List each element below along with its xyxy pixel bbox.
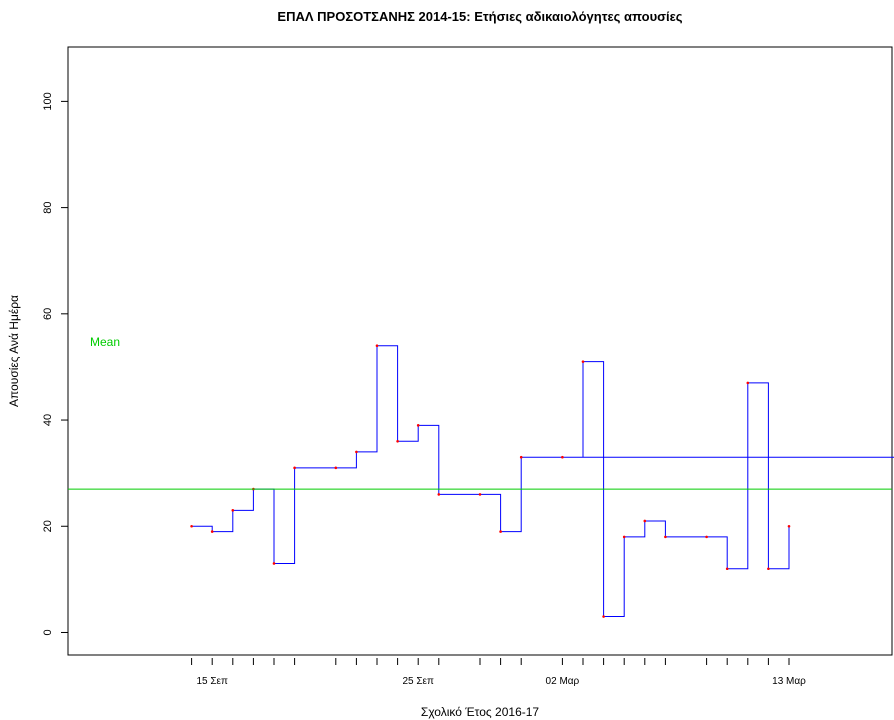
data-point xyxy=(664,535,667,539)
y-tick-label: 60 xyxy=(42,308,54,320)
mean-label: Mean xyxy=(90,335,120,349)
data-point xyxy=(622,535,626,539)
data-point xyxy=(767,567,770,571)
data-point xyxy=(725,567,729,571)
data-point xyxy=(334,466,338,470)
data-point xyxy=(416,424,420,427)
data-point xyxy=(581,360,585,363)
data-point xyxy=(478,493,482,496)
data-point xyxy=(602,615,605,618)
x-tick-label: 02 Μαρ xyxy=(546,676,580,687)
data-point xyxy=(375,344,379,347)
data-point xyxy=(231,509,235,512)
data-point xyxy=(519,455,523,459)
data-point xyxy=(293,466,296,470)
data-point xyxy=(210,530,214,533)
step-line xyxy=(191,345,894,618)
data-point xyxy=(272,562,276,565)
data-point xyxy=(705,535,708,539)
y-axis-label: Απουσίες Ανά Ημέρα xyxy=(7,295,21,407)
data-point xyxy=(396,439,399,443)
x-tick-label: 15 Σεπ xyxy=(196,676,228,687)
x-axis-label: Σχολικό Έτος 2016-17 xyxy=(421,705,540,719)
chart-title: ΕΠΑΛ ΠΡΟΣΟΤΣΑΝΗΣ 2014-15: Ετήσιες αδικαι… xyxy=(277,9,682,24)
x-tick-label: 13 Μαρ xyxy=(772,676,806,687)
y-tick-label: 100 xyxy=(42,92,54,110)
data-point xyxy=(561,455,564,459)
data-point xyxy=(437,493,441,496)
x-tick-label: 25 Σεπ xyxy=(402,676,434,687)
data-point xyxy=(643,519,647,523)
data-point xyxy=(190,524,193,528)
y-tick-label: 40 xyxy=(42,414,54,426)
data-point xyxy=(355,450,358,454)
y-tick-label: 20 xyxy=(42,520,54,532)
data-point xyxy=(746,381,750,385)
y-tick-label: 80 xyxy=(42,201,54,213)
plot-box xyxy=(67,46,893,656)
y-tick-label: 0 xyxy=(42,629,54,635)
data-point xyxy=(499,530,502,533)
data-point xyxy=(787,524,791,528)
